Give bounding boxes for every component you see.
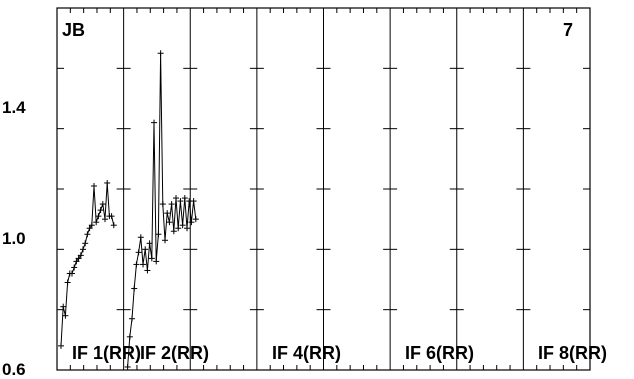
- data-point: [80, 246, 86, 253]
- panel-label: IF 6(RR): [405, 343, 474, 363]
- panel-labels: IF 1(RR) IF 2(RR) IF 4(RR) IF 6(RR) IF 8…: [72, 343, 607, 363]
- data-point: [140, 261, 147, 268]
- data-point: [175, 225, 182, 232]
- panel-label: IF 8(RR): [538, 343, 607, 363]
- data-point: [69, 270, 75, 277]
- data-point: [86, 225, 93, 232]
- data-point: [164, 210, 171, 217]
- data-point: [58, 342, 64, 349]
- data-point: [102, 216, 108, 223]
- corner-label-top-right: 7: [563, 20, 573, 40]
- data-point: [93, 219, 100, 226]
- data-point: [157, 50, 164, 57]
- data-point: [110, 222, 117, 229]
- data-point: [129, 315, 136, 322]
- y-tick-label: 0.6: [2, 360, 26, 379]
- data-point: [151, 119, 158, 126]
- data-point: [181, 195, 188, 202]
- data-point: [153, 258, 160, 265]
- corner-label-top-left: JB: [62, 20, 85, 40]
- data-point: [82, 240, 89, 247]
- data-point: [170, 228, 177, 235]
- data-point: [97, 207, 104, 214]
- data-point: [62, 312, 69, 319]
- panel-label: IF 4(RR): [272, 343, 341, 363]
- panel-label: IF 2(RR): [140, 343, 209, 363]
- data-point: [60, 303, 67, 310]
- data-point: [135, 249, 142, 256]
- data-point: [99, 201, 106, 208]
- data-point: [84, 231, 91, 238]
- series-line: [60, 182, 115, 346]
- data-point: [71, 264, 78, 271]
- data-point: [144, 267, 151, 274]
- data-point: [77, 252, 84, 259]
- data-point: [190, 198, 197, 205]
- series-line: [127, 53, 197, 368]
- panel-frames: [56, 7, 591, 371]
- data-point: [108, 213, 115, 220]
- data-point: [155, 231, 162, 238]
- data-point: [177, 198, 184, 205]
- data-point: [91, 182, 97, 189]
- data-point: [64, 279, 71, 286]
- data-point: [133, 261, 140, 268]
- data-point: [179, 222, 186, 229]
- data-point: [88, 222, 95, 229]
- data-point: [104, 179, 111, 186]
- data-point: [95, 213, 102, 220]
- data-point: [162, 237, 169, 244]
- data-point: [75, 255, 82, 262]
- panel-label: IF 1(RR): [72, 343, 141, 363]
- data-point: [126, 333, 133, 340]
- data-point: [148, 255, 155, 262]
- y-axis-ticks: 0.6 1.0 1.4: [2, 98, 26, 379]
- y-tick-label: 1.4: [2, 98, 26, 117]
- data-point: [131, 285, 138, 292]
- data-point: [137, 234, 144, 241]
- data-point: [124, 363, 131, 370]
- y-tick-label: 1.0: [2, 229, 26, 248]
- series-layer: [58, 50, 199, 370]
- data-point: [168, 201, 175, 208]
- data-point: [166, 219, 173, 226]
- data-point: [173, 195, 180, 202]
- data-point: [159, 201, 166, 208]
- data-point: [142, 246, 149, 253]
- data-point: [188, 219, 195, 226]
- data-point: [184, 225, 191, 232]
- data-point: [146, 240, 153, 247]
- data-point: [73, 258, 80, 265]
- data-point: [192, 216, 199, 223]
